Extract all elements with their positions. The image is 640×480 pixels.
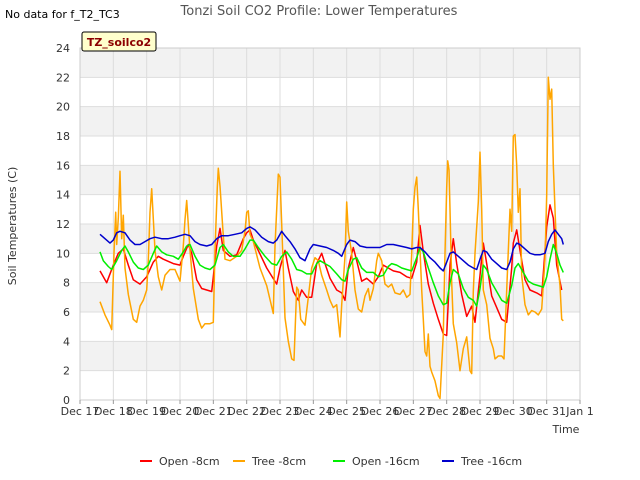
- y-tick-label: 0: [63, 394, 70, 407]
- x-tick-label: Dec 24: [294, 405, 333, 418]
- plot-band: [80, 48, 580, 78]
- legend: Open -8cm Tree -8cm Open -16cm Tree -16cm: [140, 455, 522, 468]
- site-badge: TZ_soilco2: [81, 31, 157, 52]
- y-tick-label: 20: [56, 101, 70, 114]
- x-tick-label: Dec 29: [461, 405, 500, 418]
- site-badge-label: TZ_soilco2: [87, 36, 151, 49]
- x-tick-label: Dec 25: [327, 405, 366, 418]
- y-tick-label: 2: [63, 365, 70, 378]
- plot-band: [80, 165, 580, 195]
- series-line-open-16cm: [99, 239, 564, 307]
- y-tick-label: 18: [56, 130, 70, 143]
- x-tick-label: Dec 31: [527, 405, 566, 418]
- y-tick-label: 8: [63, 277, 70, 290]
- site-badge-box: [81, 31, 157, 52]
- x-tick-label: Dec 20: [161, 405, 200, 418]
- y-tick-label: 12: [56, 218, 70, 231]
- plot-band: [80, 282, 580, 312]
- x-tick-label: Dec 26: [361, 405, 400, 418]
- y-tick-label: 16: [56, 159, 70, 172]
- x-tick-label: Dec 30: [494, 405, 533, 418]
- y-tick-label: 6: [63, 306, 70, 319]
- y-tick-label: 14: [56, 189, 70, 202]
- y-tick-label: 10: [56, 247, 70, 260]
- x-tick-label: Dec 17: [61, 405, 100, 418]
- x-axis-label: Time: [552, 423, 580, 436]
- plot-band: [80, 341, 580, 371]
- series-line-tree-16cm: [99, 226, 565, 272]
- no-data-note: No data for f_T2_TC3: [5, 8, 120, 21]
- series-layer: [99, 76, 565, 400]
- plot-band: [80, 106, 580, 136]
- chart-title: Tonzi Soil CO2 Profile: Lower Temperatur…: [180, 4, 458, 19]
- x-tick-label: Dec 22: [227, 405, 266, 418]
- y-tick-label: 4: [63, 335, 70, 348]
- plot-frame: [79, 47, 581, 401]
- x-tick-label: Jan 1: [565, 405, 593, 418]
- legend-label: Tree -8cm: [251, 455, 306, 468]
- y-axis-label: Soil Temperatures (C): [6, 167, 19, 286]
- legend-label: Open -16cm: [352, 455, 420, 468]
- legend-label: Tree -16cm: [460, 455, 522, 468]
- x-tick-label: Dec 18: [94, 405, 133, 418]
- x-tick-label: Dec 19: [127, 405, 166, 418]
- plot-background: [80, 48, 580, 371]
- x-tick-label: Dec 23: [261, 405, 300, 418]
- legend-label: Open -8cm: [159, 455, 220, 468]
- x-tick-label: Dec 21: [194, 405, 233, 418]
- series-line-tree-8cm: [99, 76, 564, 400]
- x-tick-label: Dec 27: [394, 405, 433, 418]
- y-tick-label: 24: [56, 42, 70, 55]
- y-tick-label: 22: [56, 71, 70, 84]
- x-tick-label: Dec 28: [427, 405, 466, 418]
